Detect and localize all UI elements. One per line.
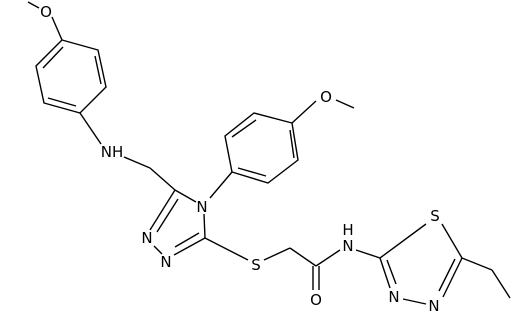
atom-label: N [388,288,399,306]
bonds [27,1,511,305]
atom-label: S [251,256,261,274]
atom-label: N [428,297,439,315]
atom-label: N [160,253,171,271]
atom-label: O [310,291,322,309]
atom-label: NH [101,143,124,161]
atom-label: O [320,88,332,106]
atom-label: N [342,237,353,255]
atom-label: H [342,221,353,239]
atom-label: N [141,229,152,247]
atom-label: N [196,198,207,216]
atom-label: O [40,3,52,21]
atom-label: S [430,207,440,225]
